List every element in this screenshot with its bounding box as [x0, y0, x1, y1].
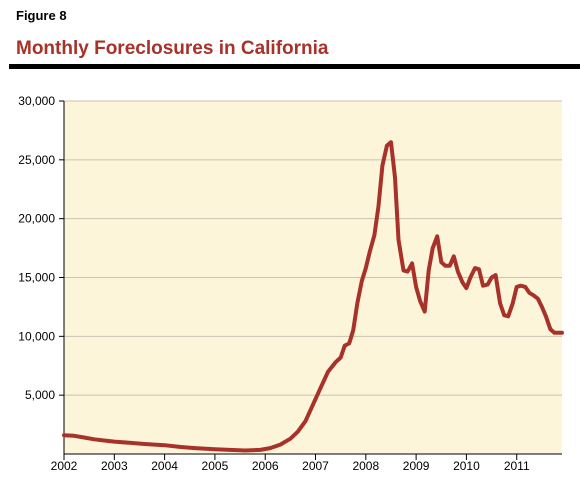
y-tick-label: 20,000: [18, 212, 55, 226]
x-tick-label: 2004: [151, 459, 178, 473]
title-divider: [9, 64, 580, 69]
x-tick-label: 2003: [101, 459, 128, 473]
y-axis-ticks: 5,000 10,000 15,000 20,000 25,000 30,000: [18, 94, 64, 402]
x-tick-label: 2008: [352, 459, 379, 473]
x-tick-label: 2005: [202, 459, 229, 473]
y-tick-label: 25,000: [18, 153, 55, 167]
x-axis-ticks: 2002 2003 2004 2005 2006 2007 2008 2009 2010 2011: [51, 454, 530, 473]
y-tick-label: 5,000: [25, 388, 55, 402]
x-tick-label: 2006: [252, 459, 279, 473]
foreclosures-series-line: [62, 140, 564, 453]
y-tick-label: 30,000: [18, 94, 55, 108]
y-tick-label: 10,000: [18, 329, 55, 343]
x-tick-label: 2007: [302, 459, 329, 473]
x-tick-label: 2009: [403, 459, 430, 473]
x-tick-label: 2011: [504, 459, 530, 473]
foreclosures-chart: 5,000 10,000 15,000 20,000 25,000 30,000 2002…: [18, 94, 564, 473]
x-tick-label: 2002: [51, 459, 78, 473]
y-tick-label: 15,000: [18, 271, 55, 285]
figure-title: Monthly Foreclosures in California: [16, 38, 329, 59]
x-tick-label: 2010: [453, 459, 480, 473]
figure-label: Figure 8: [16, 8, 67, 23]
